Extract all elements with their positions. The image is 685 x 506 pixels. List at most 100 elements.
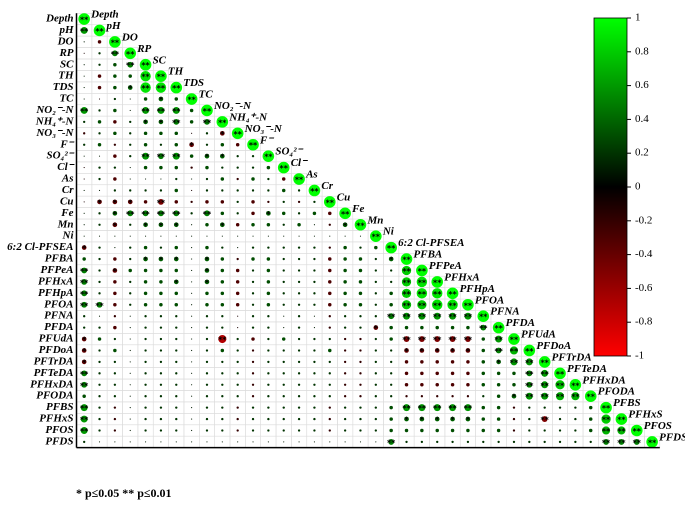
corr-circle: [281, 177, 286, 181]
significance: *: [159, 256, 164, 265]
corr-circle: [97, 85, 102, 90]
significance: **: [141, 61, 150, 70]
corr-circle: [496, 394, 501, 398]
significance: **: [141, 153, 150, 162]
corr-circle: [83, 212, 85, 214]
corr-circle: [191, 407, 193, 409]
corr-circle: [416, 264, 428, 277]
corr-circle: [404, 360, 409, 364]
corr-circle: [221, 315, 224, 318]
corr-circle: [343, 429, 347, 432]
corr-circle: [282, 372, 285, 375]
corr-circle: [97, 143, 102, 147]
significance: *: [82, 336, 87, 345]
corr-circle: [450, 325, 455, 330]
row-label: PFHxA: [38, 275, 73, 287]
corr-circle: [191, 304, 193, 306]
corr-circle: [221, 246, 224, 249]
corr-circle: [297, 337, 301, 341]
corr-circle: [584, 390, 597, 403]
corr-circle: [144, 383, 147, 386]
corr-circle: [98, 132, 101, 135]
significance: **: [448, 290, 457, 299]
corr-circle: [220, 211, 225, 216]
corr-circle: [601, 414, 611, 424]
corr-circle: [129, 441, 131, 443]
corr-circle: [236, 166, 239, 169]
corr-circle: [510, 358, 518, 366]
corr-circle: [175, 349, 178, 352]
corr-circle: [191, 418, 193, 420]
corr-circle: [511, 393, 517, 399]
corr-circle: [143, 165, 148, 170]
corr-circle: [159, 280, 163, 284]
corr-circle: [449, 404, 457, 412]
corr-circle: [297, 315, 301, 318]
significance: *: [404, 416, 409, 425]
row-label: pH: [58, 24, 74, 36]
row-label: 6:2 Cl-PFSEA: [7, 241, 73, 253]
corr-circle: [283, 315, 285, 317]
corr-circle: [220, 153, 225, 159]
corr-circle: [81, 336, 87, 342]
diagonal-label: Mn: [366, 214, 383, 226]
row-label: PFTeDA: [34, 367, 74, 379]
corr-circle: [359, 395, 362, 398]
corr-circle: [144, 417, 147, 421]
diagonal-label: PFHxS: [628, 409, 662, 421]
corr-circle: [528, 406, 531, 409]
significance: **: [464, 301, 473, 310]
significance: **: [172, 153, 181, 162]
corr-circle: [113, 406, 117, 409]
corr-circle: [174, 97, 179, 101]
corr-circle: [83, 167, 85, 169]
corr-circle: [282, 395, 285, 398]
corr-circle: [297, 189, 301, 192]
corr-circle: [129, 189, 132, 192]
corr-circle: [98, 417, 101, 421]
corr-circle: [466, 383, 470, 387]
corr-circle: [251, 269, 255, 272]
significance: **: [80, 416, 89, 425]
corr-circle: [390, 360, 393, 364]
corr-circle: [129, 98, 131, 100]
corr-circle: [113, 303, 117, 307]
corr-circle: [267, 315, 270, 318]
corr-circle: [205, 177, 209, 181]
corr-circle: [390, 269, 393, 272]
corr-circle: [251, 166, 255, 169]
corr-circle: [538, 356, 551, 368]
corr-circle: [420, 440, 424, 444]
corr-circle: [389, 405, 393, 410]
corr-circle: [128, 74, 132, 78]
corr-circle: [555, 392, 565, 401]
significance: **: [341, 210, 350, 219]
corr-circle: [313, 349, 316, 352]
corr-circle: [129, 280, 132, 284]
corr-circle: [297, 280, 301, 284]
corr-circle: [450, 416, 455, 422]
corr-circle: [189, 142, 194, 148]
corr-circle: [129, 132, 132, 135]
corr-circle: [206, 441, 208, 443]
colorbar-tick-label: 0.6: [635, 79, 649, 91]
corr-circle: [98, 246, 101, 249]
corr-circle: [113, 360, 117, 364]
corr-circle: [129, 315, 131, 317]
corr-circle: [98, 235, 101, 237]
corr-circle: [98, 372, 101, 375]
significance: **: [80, 427, 89, 436]
significance: **: [402, 290, 411, 299]
corr-circle: [98, 155, 101, 157]
significance: **: [402, 267, 411, 276]
corr-circle: [297, 257, 301, 261]
corr-circle: [343, 337, 347, 341]
significance: **: [494, 347, 503, 356]
corr-circle: [143, 268, 148, 273]
corr-circle: [158, 198, 164, 205]
corr-circle: [481, 405, 486, 410]
corr-circle: [450, 383, 455, 387]
corr-circle: [404, 428, 409, 433]
diagonal-label: NH₄⁺-N: [228, 111, 268, 123]
corr-circle: [204, 153, 210, 159]
